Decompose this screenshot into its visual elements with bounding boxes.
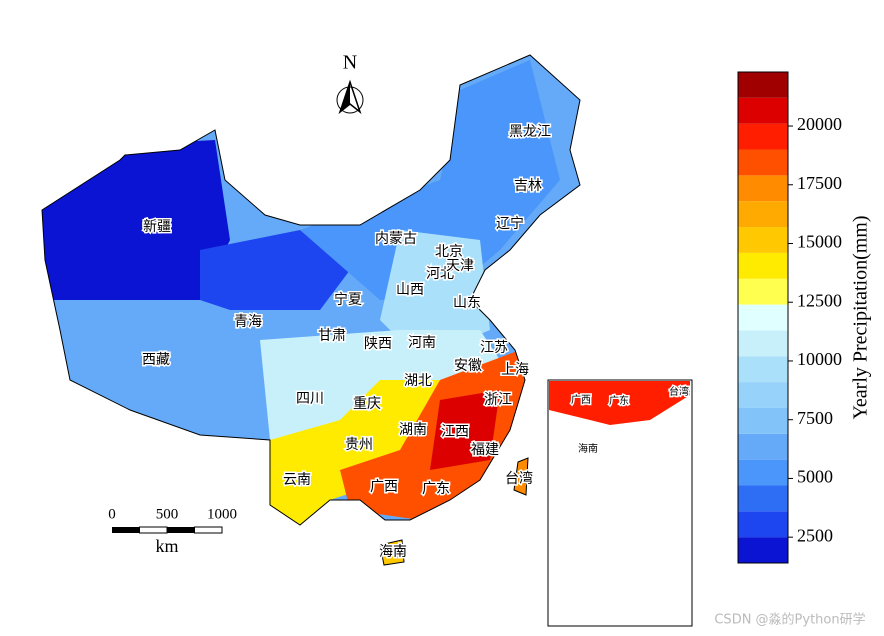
colorbar-band [738,201,788,228]
north-arrow-fill [340,82,350,112]
province-label: 青海 [234,314,262,330]
province-label: 宁夏 [334,291,362,308]
colorbar-band [738,97,788,124]
colorbar-band [738,356,788,383]
province-label: 西藏 [142,352,170,368]
province-label: 北京 [435,244,463,260]
province-label: 山西 [396,282,424,298]
colorbar-band [738,304,788,331]
colorbar-band [738,382,788,408]
colorbar-band [738,278,788,305]
province-label: 贵州 [345,437,373,453]
scale-segment [194,526,223,534]
region-jiangxi [430,390,500,470]
colorbar-band [738,252,788,279]
colorbar-tick-label: 17500 [797,173,842,193]
province-label: 陕西 [364,336,392,352]
colorbar-tick-label: 15000 [797,232,842,252]
province-label: 河北 [426,266,454,282]
province-label: 湖北 [404,373,432,389]
province-label: 江苏 [480,340,508,356]
taiwan-shape [513,457,529,496]
colorbar-band [738,537,788,563]
province-label: 重庆 [353,396,381,412]
inset-label: 台湾 [669,385,689,398]
colorbar-tick-label: 12500 [797,290,842,310]
colorbar-band [738,72,788,98]
colorbar-band [738,459,788,486]
province-label: 湖南 [399,422,427,438]
province-label: 辽宁 [496,215,524,232]
scale-unit: km [155,536,178,556]
province-label: 甘肃 [318,328,346,344]
watermark: CSDN @淼的Python研学 [714,612,865,628]
region-huabei [380,230,490,360]
province-label: 四川 [296,391,324,407]
province-label: 天津 [446,258,474,274]
inset-region [549,381,690,425]
colorbar-tick-label: 7500 [797,408,833,428]
colorbar-frame [737,71,789,564]
scale-segment [167,527,195,533]
province-label: 上海 [501,362,529,378]
region-southwest [270,380,450,525]
province-label: 安徽 [454,358,482,374]
colorbar-tick-label: 5000 [797,467,833,487]
province-label: 福建 [471,442,499,458]
region-qinghai [200,230,350,310]
colorbar-tick-label: 10000 [797,349,842,369]
colorbar-band [738,407,788,434]
province-label: 黑龙江 [509,124,551,140]
scale-tick-label: 1000 [207,506,237,522]
north-circle [336,86,364,114]
region-north [300,60,560,300]
colorbar-tick-label: 2500 [797,525,833,545]
colorbar-label: Yearly Precipitation(mm) [850,215,872,419]
colorbar-band [738,485,788,512]
province-label: 江西 [441,424,469,440]
province-label: 河南 [408,335,436,351]
province-label: 新疆 [143,219,171,235]
inset-label: 广西 [571,394,591,406]
province-label: 海南 [379,544,407,560]
hainan-shape [379,539,405,566]
country-outline [41,54,581,526]
colorbar-tick-label: 20000 [797,114,842,134]
province-label: 浙江 [484,392,512,408]
colorbar-band [738,175,788,202]
province-label: 广东 [422,481,450,497]
province-label: 广西 [370,479,398,495]
scale-tick-label: 0 [108,506,116,522]
colorbar-band [738,227,788,253]
province-label: 内蒙古 [375,231,417,247]
north-label: N [343,52,357,74]
colorbar-band [738,433,788,460]
map-regions [42,55,580,525]
colorbar-band [738,330,788,357]
province-label: 吉林 [514,178,542,194]
scale-segment [139,526,168,534]
province-label: 云南 [283,472,311,488]
colorbar-band [738,149,788,176]
inset-label: 广东 [609,394,629,407]
scale-segment [112,527,140,533]
province-label: 台湾 [505,470,533,487]
colorbar-band [738,511,788,538]
province-label: 山东 [453,295,481,311]
inset-label: 海南 [578,442,598,455]
colorbar-band [738,123,788,150]
scale-tick-label: 500 [156,506,179,522]
